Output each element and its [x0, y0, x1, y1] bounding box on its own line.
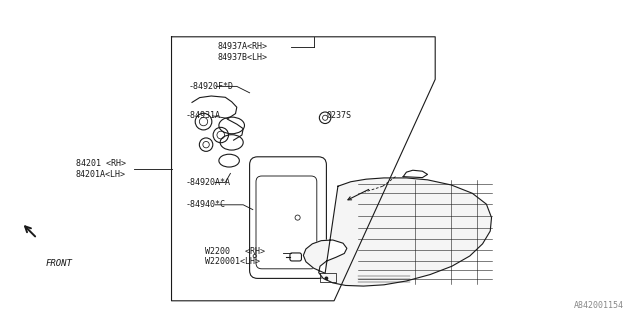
Text: -84940*C: -84940*C: [186, 200, 226, 209]
Text: -84931A: -84931A: [186, 111, 221, 120]
Text: 84201A<LH>: 84201A<LH>: [76, 170, 125, 179]
Text: 84201 <RH>: 84201 <RH>: [76, 159, 125, 168]
Text: 84937B<LH>: 84937B<LH>: [218, 53, 268, 62]
Text: -84920A*A: -84920A*A: [186, 178, 230, 187]
Circle shape: [324, 276, 328, 280]
Text: W220001<LH>: W220001<LH>: [205, 257, 260, 266]
Polygon shape: [303, 178, 492, 286]
Text: -84920F*D: -84920F*D: [189, 82, 234, 91]
Text: 0237S: 0237S: [326, 111, 351, 120]
Text: W2200   <RH>: W2200 <RH>: [205, 247, 265, 256]
Text: FRONT: FRONT: [46, 259, 73, 268]
Text: 84937A<RH>: 84937A<RH>: [218, 42, 268, 51]
Text: A842001154: A842001154: [574, 301, 624, 310]
